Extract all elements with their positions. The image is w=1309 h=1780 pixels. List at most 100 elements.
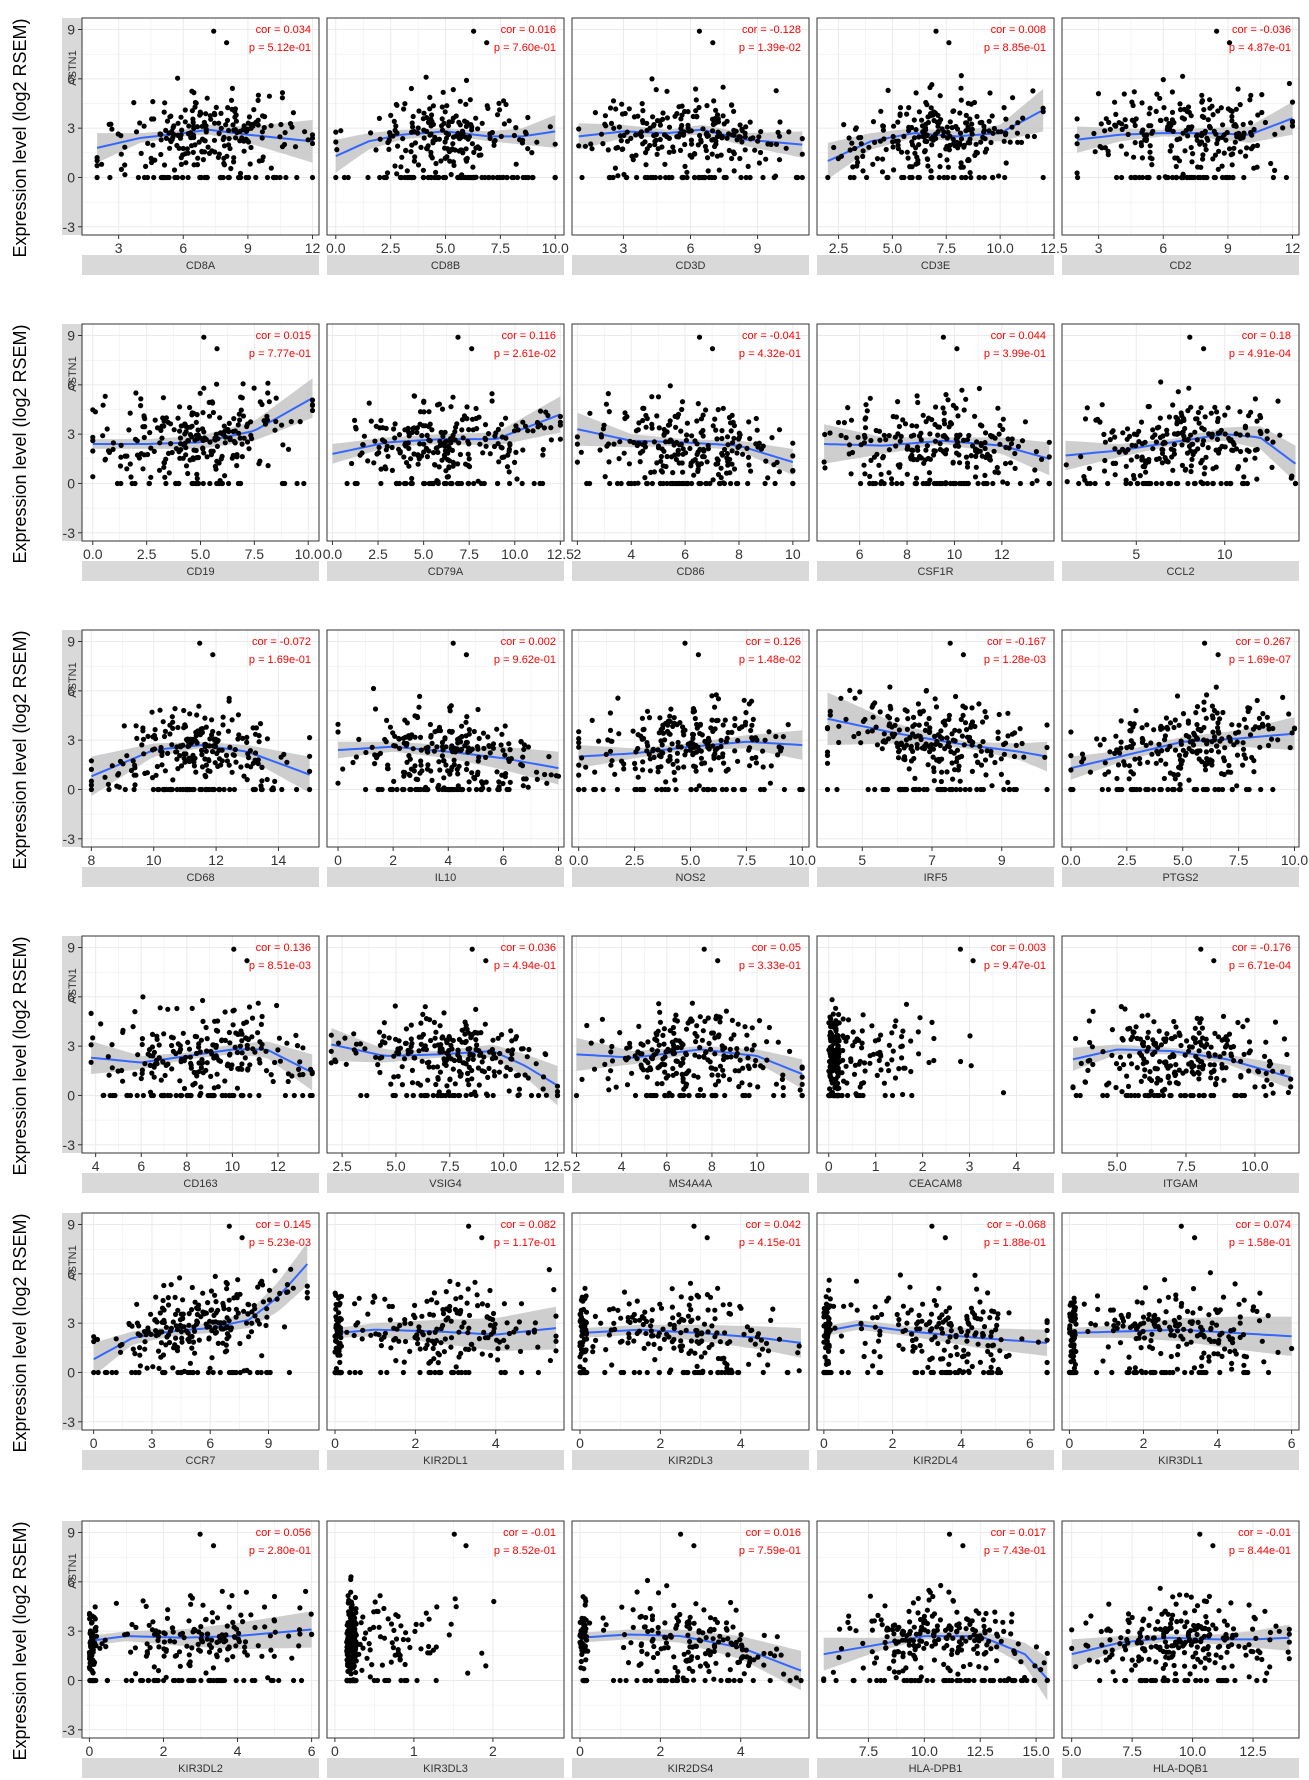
data-point xyxy=(252,750,259,756)
data-point xyxy=(1138,419,1145,425)
data-point xyxy=(922,149,928,155)
data-point xyxy=(937,164,943,170)
data-point xyxy=(213,104,219,110)
data-point xyxy=(189,434,195,440)
gene-strip-label: CD8B xyxy=(431,260,460,272)
data-point xyxy=(1101,431,1107,437)
data-point xyxy=(729,448,735,454)
data-point xyxy=(416,108,422,114)
data-point xyxy=(1200,442,1206,448)
data-point xyxy=(456,148,462,154)
data-point xyxy=(1200,438,1207,444)
data-point xyxy=(434,744,440,750)
data-point xyxy=(989,113,995,119)
data-point xyxy=(131,100,137,106)
data-point xyxy=(198,435,204,441)
data-point xyxy=(937,152,943,159)
data-point xyxy=(1112,750,1118,757)
data-point xyxy=(130,1024,136,1030)
data-point xyxy=(278,754,284,760)
data-point xyxy=(1222,412,1228,418)
data-point xyxy=(183,160,189,166)
data-point xyxy=(899,741,905,748)
data-point xyxy=(498,133,504,139)
data-point xyxy=(890,413,896,420)
data-point xyxy=(177,786,183,793)
data-point xyxy=(1046,480,1052,487)
data-point xyxy=(1270,174,1276,181)
data-point xyxy=(177,404,183,410)
data-point xyxy=(448,404,454,410)
data-point xyxy=(1275,398,1281,404)
data-point xyxy=(851,174,857,181)
data-point xyxy=(1202,465,1208,471)
data-point xyxy=(1132,756,1138,762)
data-point xyxy=(440,433,446,439)
data-point xyxy=(761,786,767,793)
data-point xyxy=(485,1074,491,1080)
data-point xyxy=(655,764,661,771)
data-point xyxy=(429,777,435,784)
data-point xyxy=(425,143,431,149)
data-point xyxy=(670,144,676,150)
data-point xyxy=(1243,724,1249,731)
data-point xyxy=(445,768,451,774)
y-tick-label: 6 xyxy=(67,683,75,699)
data-point xyxy=(120,1078,126,1084)
data-point xyxy=(153,772,159,778)
data-point xyxy=(1068,753,1074,759)
data-point xyxy=(622,410,628,416)
data-point xyxy=(256,1056,262,1063)
data-point xyxy=(459,723,465,729)
data-point xyxy=(196,703,202,709)
data-point xyxy=(204,95,210,101)
data-point xyxy=(547,124,553,130)
data-point xyxy=(1118,739,1124,745)
data-point xyxy=(734,450,740,456)
data-point xyxy=(1203,147,1209,153)
data-point xyxy=(499,772,505,778)
data-point xyxy=(138,451,144,457)
data-point xyxy=(138,396,144,402)
data-point xyxy=(359,450,365,456)
data-point xyxy=(969,126,975,132)
data-point xyxy=(1099,786,1105,793)
data-point xyxy=(495,441,501,447)
data-point xyxy=(520,447,526,453)
data-point xyxy=(403,1026,409,1032)
data-point xyxy=(88,786,94,793)
data-point xyxy=(1134,454,1140,460)
data-point xyxy=(243,128,249,134)
data-point xyxy=(107,1092,113,1099)
data-point xyxy=(622,415,628,422)
data-point xyxy=(279,786,285,793)
data-point xyxy=(963,396,969,402)
data-point xyxy=(163,135,169,141)
data-point xyxy=(445,123,452,129)
data-point xyxy=(1180,73,1186,79)
data-point xyxy=(911,135,918,141)
data-point xyxy=(543,409,549,415)
data-point xyxy=(231,946,237,952)
data-point xyxy=(333,174,339,181)
data-point xyxy=(964,437,971,443)
x-tick-label: 7.5 xyxy=(737,852,757,868)
data-point xyxy=(307,735,313,741)
data-point xyxy=(189,143,195,149)
data-point xyxy=(141,751,147,757)
data-point xyxy=(1179,462,1185,468)
data-point xyxy=(635,113,641,119)
data-point xyxy=(697,730,703,737)
data-point xyxy=(455,174,461,181)
data-point xyxy=(176,145,182,151)
data-point xyxy=(446,728,453,735)
data-point xyxy=(158,151,164,158)
data-point xyxy=(657,118,663,124)
data-point xyxy=(933,704,940,710)
p-value-annotation: p = 1.48e-02 xyxy=(739,654,801,666)
data-point xyxy=(836,723,842,729)
data-point xyxy=(407,735,413,741)
data-point xyxy=(161,1092,167,1099)
data-point xyxy=(995,735,1001,742)
data-point xyxy=(909,139,915,145)
